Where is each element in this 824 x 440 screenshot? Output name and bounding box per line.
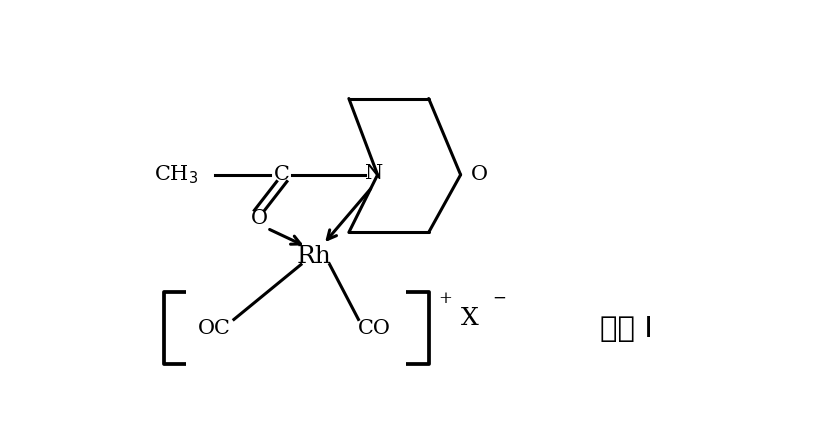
Text: O: O xyxy=(471,165,489,184)
Text: 通式 I: 通式 I xyxy=(600,315,653,343)
Text: O: O xyxy=(251,209,268,228)
Text: X: X xyxy=(461,307,479,330)
Text: +: + xyxy=(438,290,452,307)
Text: C: C xyxy=(274,165,290,184)
Text: CO: CO xyxy=(358,319,391,338)
Text: −: − xyxy=(493,290,507,307)
Text: CH$_3$: CH$_3$ xyxy=(154,164,199,186)
Text: Rh: Rh xyxy=(297,245,331,268)
Text: N: N xyxy=(365,164,383,183)
Text: OC: OC xyxy=(199,319,232,338)
